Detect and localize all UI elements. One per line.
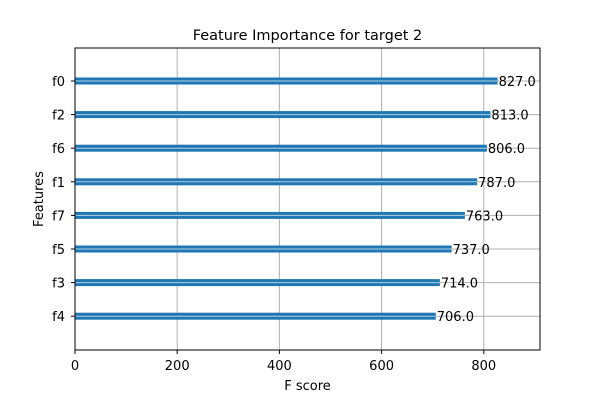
y-tick-label: f4 xyxy=(52,310,65,325)
data-label-f4: 706.0 xyxy=(437,310,474,325)
data-label-f7: 763.0 xyxy=(466,209,503,224)
grid-lines xyxy=(74,48,540,350)
x-axis-ticks: 0 200 400 600 800 xyxy=(71,350,496,374)
plot-area-frame xyxy=(74,47,541,351)
data-label-f0: 827.0 xyxy=(499,75,536,90)
y-tick-label: f7 xyxy=(52,209,65,224)
x-tick-label: 0 xyxy=(71,359,79,374)
x-axis-label: F score xyxy=(284,379,331,394)
data-labels: 827.0 813.0 806.0 787.0 763.0 737.0 714.0 706.0 xyxy=(437,75,536,325)
x-tick-label: 800 xyxy=(471,359,496,374)
y-tick-label: f6 xyxy=(52,142,65,157)
data-label-f5: 737.0 xyxy=(453,243,490,258)
y-tick-label: f2 xyxy=(52,109,65,124)
x-tick-label: 400 xyxy=(267,359,292,374)
y-tick-label: f1 xyxy=(52,176,65,191)
y-tick-label: f5 xyxy=(52,243,65,258)
data-label-f1: 787.0 xyxy=(478,176,515,191)
data-label-f2: 813.0 xyxy=(491,109,528,124)
y-tick-label: f3 xyxy=(52,277,65,292)
data-label-f3: 714.0 xyxy=(441,277,478,292)
bars xyxy=(75,77,498,320)
y-axis-label: Features xyxy=(32,171,47,227)
y-tick-label: f0 xyxy=(52,75,65,90)
x-tick-label: 600 xyxy=(369,359,394,374)
x-tick-label: 200 xyxy=(165,359,190,374)
data-label-f6: 806.0 xyxy=(488,142,525,157)
chart-title: Feature Importance for target 2 xyxy=(193,28,423,44)
y-axis-ticks: f0 f2 f6 f1 f7 f5 f3 f4 xyxy=(52,75,75,325)
